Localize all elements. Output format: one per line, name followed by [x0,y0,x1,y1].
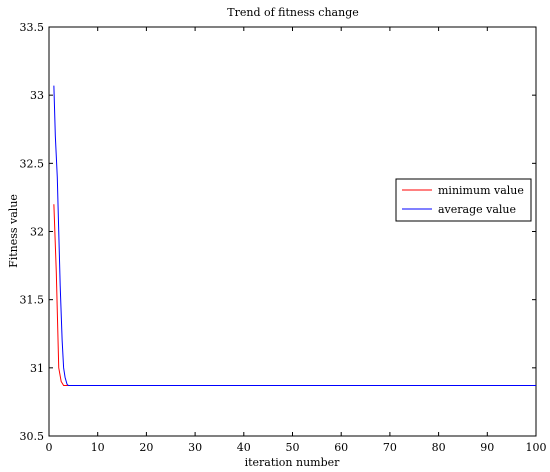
y-tick-label: 33 [30,89,44,102]
legend-box [395,178,532,222]
x-tick-label: 70 [383,441,397,454]
x-tick-label: 80 [432,441,446,454]
legend-label-average: average value [438,203,516,216]
y-tick-label: 31 [30,362,44,375]
x-tick-label: 100 [526,441,547,454]
y-tick-label: 33.5 [20,21,45,34]
x-tick-label: 30 [188,441,202,454]
y-tick-label: 31.5 [20,294,45,307]
x-tick-label: 40 [237,441,251,454]
y-tick-label: 32 [30,226,44,239]
x-axis-label: iteration number [245,456,341,469]
x-tick-label: 90 [480,441,494,454]
x-tick-label: 0 [46,441,53,454]
x-tick-label: 50 [286,441,300,454]
ticks-layer: 0 10 20 30 40 50 60 70 80 90 100 30.5 31 31.5 32 32.5 33… [20,21,547,454]
y-axis-label: Fitness value [7,194,20,268]
series-layer [53,85,536,387]
series-line-average [53,85,536,387]
legend-label-minimum: minimum value [438,184,524,197]
x-tick-label: 60 [334,441,348,454]
x-tick-label: 10 [91,441,105,454]
x-tick-label: 20 [139,441,153,454]
chart-title: Trend of fitness change [227,6,359,19]
plot-frame [48,26,537,437]
y-tick-label: 30.5 [20,430,45,443]
legend: minimum value average value [395,178,532,222]
y-tick-label: 32.5 [20,157,45,170]
